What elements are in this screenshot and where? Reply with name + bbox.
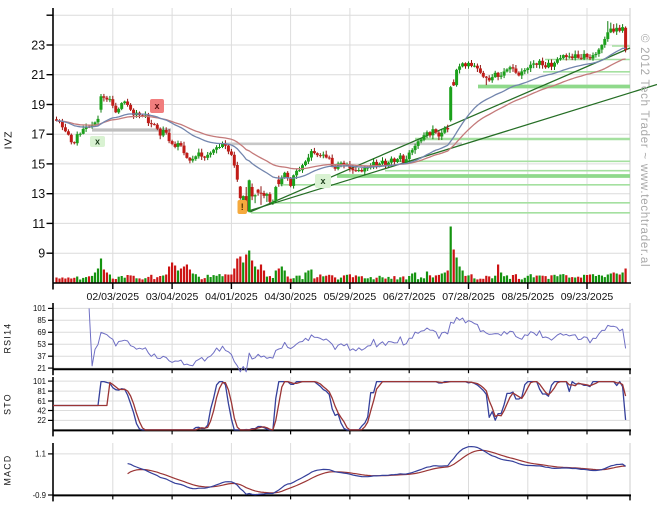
svg-text:101: 101	[33, 304, 46, 313]
svg-text:IVZ: IVZ	[3, 131, 15, 150]
svg-text:08/25/2025: 08/25/2025	[502, 291, 555, 303]
svg-text:07/28/2025: 07/28/2025	[442, 291, 495, 303]
svg-text:x: x	[154, 101, 159, 111]
svg-text:© 2012 Tech Trader ~ www.techt: © 2012 Tech Trader ~ www.techtrader.al	[638, 34, 650, 267]
svg-text:04/01/2025: 04/01/2025	[205, 291, 258, 303]
svg-text:85: 85	[37, 316, 46, 325]
svg-text:11: 11	[32, 217, 45, 231]
svg-text:17: 17	[31, 128, 45, 142]
svg-text:42: 42	[37, 406, 46, 415]
svg-text:22: 22	[37, 416, 46, 425]
svg-text:81: 81	[37, 387, 46, 396]
svg-text:61: 61	[37, 397, 46, 406]
svg-text:13: 13	[31, 187, 45, 201]
svg-text:69: 69	[37, 328, 46, 337]
svg-text:x: x	[95, 137, 100, 147]
svg-text:53: 53	[37, 340, 46, 349]
svg-text:RSI14: RSI14	[3, 323, 13, 354]
svg-text:x: x	[320, 176, 325, 186]
svg-text:21: 21	[31, 68, 45, 82]
svg-text:9: 9	[38, 247, 45, 261]
svg-text:-0.9: -0.9	[33, 491, 46, 500]
svg-text:!: !	[241, 202, 244, 212]
svg-text:1.1: 1.1	[35, 450, 46, 459]
svg-text:37: 37	[37, 352, 46, 361]
svg-text:02/03/2025: 02/03/2025	[87, 291, 140, 303]
svg-text:21: 21	[37, 364, 46, 373]
svg-text:15: 15	[31, 157, 45, 171]
svg-text:19: 19	[31, 98, 45, 112]
svg-text:STO: STO	[3, 393, 13, 415]
svg-text:05/29/2025: 05/29/2025	[324, 291, 377, 303]
svg-text:101: 101	[33, 377, 46, 386]
svg-text:MACD: MACD	[3, 454, 13, 485]
svg-text:04/30/2025: 04/30/2025	[264, 291, 317, 303]
svg-text:23: 23	[31, 39, 45, 53]
svg-text:03/04/2025: 03/04/2025	[146, 291, 199, 303]
svg-text:06/27/2025: 06/27/2025	[383, 291, 436, 303]
svg-text:09/23/2025: 09/23/2025	[561, 291, 614, 303]
